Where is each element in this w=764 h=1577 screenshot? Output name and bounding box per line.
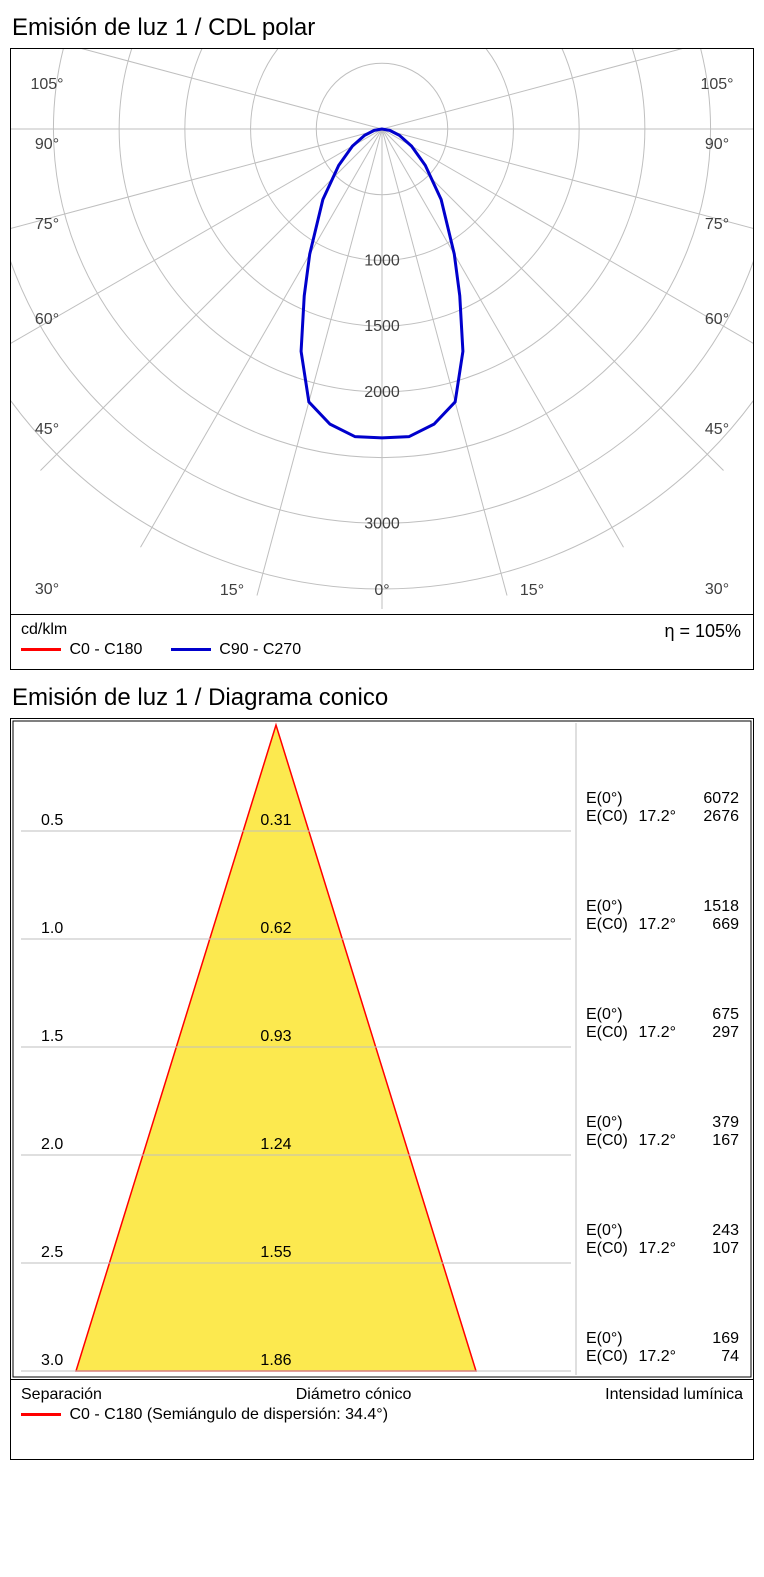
polar-unit-label: cd/klm	[21, 621, 67, 638]
cone-legend-label: C0 - C180 (Semiángulo de dispersión: 34.…	[69, 1406, 388, 1423]
svg-text:1000: 1000	[364, 252, 400, 269]
svg-text:E(C0): E(C0)	[586, 1132, 628, 1149]
svg-text:60°: 60°	[35, 311, 59, 328]
cone-title: Emisión de luz 1 / Diagrama conico	[12, 684, 754, 712]
polar-title: Emisión de luz 1 / CDL polar	[12, 14, 754, 42]
svg-text:105°: 105°	[700, 76, 733, 93]
svg-text:15°: 15°	[520, 582, 544, 599]
svg-text:2.0: 2.0	[41, 1136, 63, 1153]
svg-text:17.2°: 17.2°	[638, 1132, 676, 1149]
polar-legend-2-label: C90 - C270	[219, 641, 301, 658]
svg-text:1500: 1500	[364, 318, 400, 335]
cone-legend: Separación Diámetro cónico Intensidad lu…	[11, 1379, 753, 1432]
polar-svg: 105° 105° 90° 90° 75° 75° 60° 60° 45° 45° 30° 30° 15…	[11, 49, 753, 609]
svg-text:2.5: 2.5	[41, 1244, 63, 1261]
svg-text:0.62: 0.62	[260, 920, 291, 937]
cone-legend-item: C0 - C180 (Semiángulo de dispersión: 34.…	[21, 1406, 388, 1424]
svg-text:0°: 0°	[374, 582, 389, 599]
svg-text:90°: 90°	[705, 136, 729, 153]
svg-text:E(0°): E(0°)	[586, 1222, 623, 1239]
svg-text:30°: 30°	[35, 581, 59, 598]
svg-text:379: 379	[712, 1114, 739, 1131]
polar-legend-1: C0 - C180	[21, 641, 142, 659]
svg-text:1.24: 1.24	[260, 1136, 291, 1153]
polar-legend: cd/klm η = 105% C0 - C180 C90 - C270	[11, 614, 753, 667]
svg-text:107: 107	[712, 1240, 739, 1257]
svg-text:0.31: 0.31	[260, 812, 291, 829]
polar-chart: 105° 105° 90° 90° 75° 75° 60° 60° 45° 45° 30° 30° 15…	[10, 48, 754, 670]
svg-text:E(0°): E(0°)	[586, 1114, 623, 1131]
svg-text:90°: 90°	[35, 136, 59, 153]
svg-text:169: 169	[712, 1330, 739, 1347]
svg-text:669: 669	[712, 916, 739, 933]
svg-text:297: 297	[712, 1024, 739, 1041]
svg-text:E(0°): E(0°)	[586, 898, 623, 915]
svg-text:675: 675	[712, 1006, 739, 1023]
svg-text:105°: 105°	[30, 76, 63, 93]
cone-svg: 0.50.31E(0°)E(C0)17.2°607226761.00.62E(0…	[11, 719, 753, 1379]
svg-text:E(C0): E(C0)	[586, 1240, 628, 1257]
svg-text:167: 167	[712, 1132, 739, 1149]
svg-text:2000: 2000	[364, 384, 400, 401]
svg-text:0.5: 0.5	[41, 812, 63, 829]
svg-text:75°: 75°	[705, 216, 729, 233]
svg-text:1518: 1518	[703, 898, 739, 915]
svg-text:3000: 3000	[364, 515, 400, 532]
svg-text:17.2°: 17.2°	[638, 1348, 676, 1365]
svg-text:60°: 60°	[705, 311, 729, 328]
svg-text:1.55: 1.55	[260, 1244, 291, 1261]
cone-chart: 0.50.31E(0°)E(C0)17.2°607226761.00.62E(0…	[10, 718, 754, 1460]
svg-text:15°: 15°	[220, 582, 244, 599]
svg-text:45°: 45°	[35, 421, 59, 438]
cone-header-mid: Diámetro cónico	[296, 1386, 412, 1404]
svg-text:30°: 30°	[705, 581, 729, 598]
svg-text:E(C0): E(C0)	[586, 1024, 628, 1041]
svg-text:17.2°: 17.2°	[638, 916, 676, 933]
svg-text:17.2°: 17.2°	[638, 1240, 676, 1257]
polar-legend-1-label: C0 - C180	[69, 641, 142, 658]
svg-text:0.93: 0.93	[260, 1028, 291, 1045]
svg-text:1.0: 1.0	[41, 920, 63, 937]
svg-text:243: 243	[712, 1222, 739, 1239]
svg-text:17.2°: 17.2°	[638, 1024, 676, 1041]
svg-text:74: 74	[721, 1348, 739, 1365]
svg-text:E(C0): E(C0)	[586, 808, 628, 825]
svg-text:E(0°): E(0°)	[586, 790, 623, 807]
polar-legend-2: C90 - C270	[171, 641, 301, 659]
svg-text:45°: 45°	[705, 421, 729, 438]
svg-text:E(C0): E(C0)	[586, 1348, 628, 1365]
svg-text:E(C0): E(C0)	[586, 916, 628, 933]
cone-header-right: Intensidad lumínica	[605, 1386, 743, 1404]
svg-text:3.0: 3.0	[41, 1352, 63, 1369]
svg-text:1.86: 1.86	[260, 1352, 291, 1369]
cone-header-left: Separación	[21, 1386, 102, 1404]
polar-eta: η = 105%	[664, 621, 741, 642]
svg-text:E(0°): E(0°)	[586, 1006, 623, 1023]
svg-text:E(0°): E(0°)	[586, 1330, 623, 1347]
svg-text:2676: 2676	[703, 808, 739, 825]
svg-text:1.5: 1.5	[41, 1028, 63, 1045]
svg-text:75°: 75°	[35, 216, 59, 233]
svg-text:6072: 6072	[703, 790, 739, 807]
svg-text:17.2°: 17.2°	[638, 808, 676, 825]
